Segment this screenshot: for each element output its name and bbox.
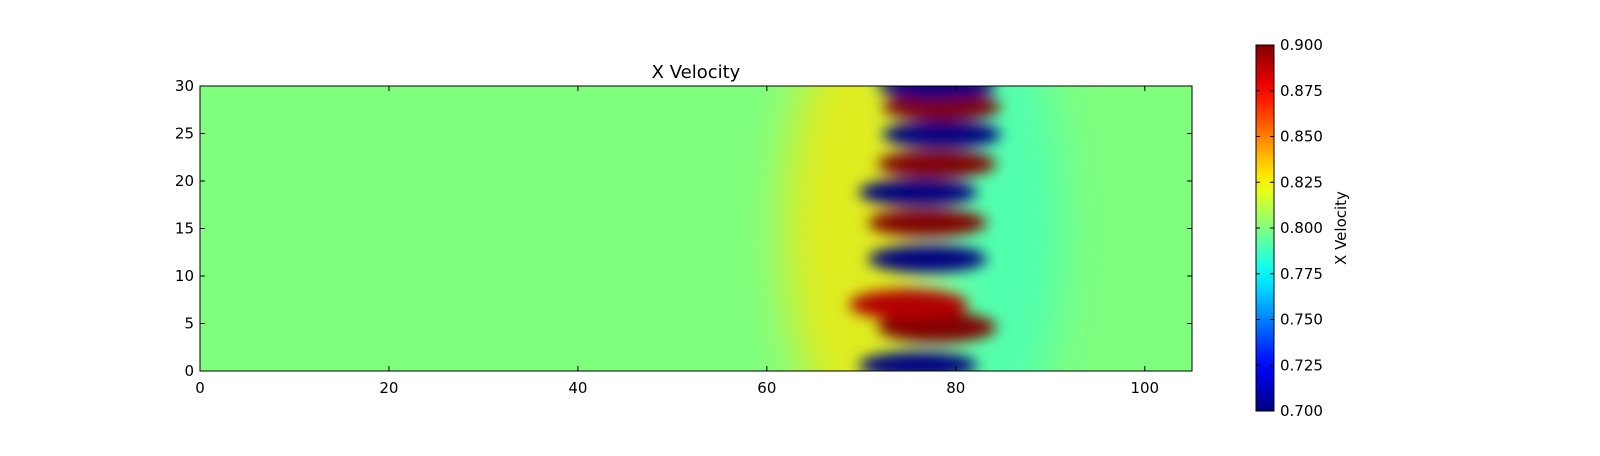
x-axis: 0 20 40 60 80 100 bbox=[195, 86, 1159, 397]
x-tick-label: 20 bbox=[379, 379, 398, 397]
feature-band-5 bbox=[858, 178, 978, 207]
colorbar-tick-label: 0.850 bbox=[1280, 128, 1323, 146]
y-tick-label: 10 bbox=[175, 267, 194, 285]
colorbar-label: X Velocity bbox=[1332, 191, 1350, 265]
colorbar-tick-label: 0.825 bbox=[1280, 173, 1323, 191]
colorbar-tick-label: 0.875 bbox=[1280, 82, 1323, 100]
y-tick-label: 5 bbox=[184, 315, 194, 333]
feature-band-8 bbox=[882, 93, 1002, 121]
feature-layer bbox=[849, 86, 1002, 371]
feature-band-6 bbox=[877, 150, 997, 178]
chart-title: X Velocity bbox=[652, 62, 741, 83]
colorbar-tick-label: 0.800 bbox=[1280, 219, 1323, 237]
feature-band-7 bbox=[882, 120, 1002, 149]
y-tick-label: 30 bbox=[175, 77, 194, 95]
y-tick-label: 20 bbox=[175, 172, 194, 190]
colorbar-tick-label: 0.725 bbox=[1280, 356, 1323, 374]
y-tick-label: 0 bbox=[184, 362, 194, 380]
colorbar-ticks: 0.700 0.725 0.750 0.775 0.800 0.825 0.850 0.875… bbox=[1256, 36, 1323, 420]
colorbar: 0.700 0.725 0.750 0.775 0.800 0.825 0.850 0.875… bbox=[1255, 36, 1350, 420]
colorbar-tick-label: 0.900 bbox=[1280, 36, 1323, 54]
x-tick-label: 80 bbox=[946, 379, 965, 397]
x-tick-label: 0 bbox=[195, 379, 205, 397]
feature-band-9 bbox=[877, 86, 997, 100]
x-tick-label: 60 bbox=[757, 379, 776, 397]
feature-band-2 bbox=[849, 289, 969, 320]
feature-band-4 bbox=[867, 209, 987, 237]
y-axis: 0 5 10 15 20 25 30 bbox=[175, 77, 1192, 380]
colorbar-tick-label: 0.775 bbox=[1280, 265, 1323, 283]
plot-area bbox=[200, 86, 1192, 371]
x-tick-label: 40 bbox=[568, 379, 587, 397]
colorbar-tick-label: 0.750 bbox=[1280, 311, 1323, 329]
x-tick-label: 100 bbox=[1130, 379, 1159, 397]
feature-band-0 bbox=[858, 352, 978, 371]
feature-band-3 bbox=[867, 245, 987, 273]
colorbar-tick-label: 0.700 bbox=[1280, 402, 1323, 420]
y-tick-label: 15 bbox=[175, 220, 194, 238]
feature-band-1 bbox=[877, 312, 997, 343]
y-tick-label: 25 bbox=[175, 125, 194, 143]
